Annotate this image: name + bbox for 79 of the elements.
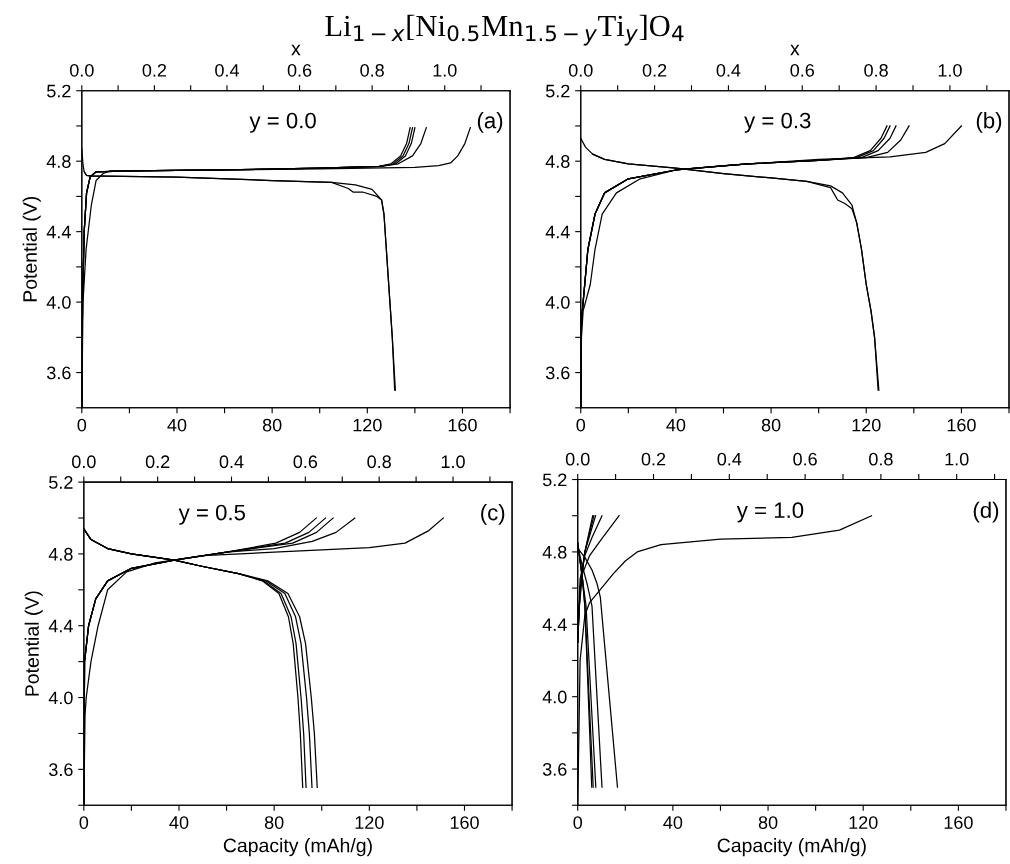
x2-tick-label: 0.2 bbox=[642, 63, 667, 77]
y-tick-label: 5.2 bbox=[47, 84, 71, 98]
x-tick-label: 80 bbox=[761, 418, 781, 432]
annotation: (c) bbox=[481, 504, 505, 525]
y-tick-label: 4.0 bbox=[542, 690, 567, 704]
x-tick-label: 160 bbox=[448, 418, 477, 432]
x-tick-label: 160 bbox=[944, 816, 973, 829]
chart-title: Li$_{1−x}$[Ni$_{0.5}$Mn$_{1.5−y}$Ti$_{y}$]O$_{4}$ bbox=[325, 14, 684, 46]
y-tick-label: 4.4 bbox=[46, 225, 71, 239]
x2-tick-label: 0.6 bbox=[793, 452, 817, 466]
x2-tick-label: 0.0 bbox=[69, 63, 94, 77]
x-tick-label: 160 bbox=[947, 418, 976, 432]
x-tick-label: 40 bbox=[167, 418, 187, 432]
x-tick-label: 80 bbox=[758, 816, 778, 829]
y-tick-label: 3.6 bbox=[542, 762, 567, 776]
y-axis-title: Potential (V) bbox=[22, 196, 41, 302]
y-tick-label: 4.8 bbox=[46, 155, 71, 168]
x2-tick-label: 0.4 bbox=[219, 455, 244, 469]
x-tick-label: 120 bbox=[852, 418, 881, 432]
y-tick-label: 4.8 bbox=[542, 545, 567, 559]
x-tick-label: 80 bbox=[262, 418, 282, 432]
x2-tick-label: 0.8 bbox=[864, 63, 888, 77]
y-tick-label: 4.0 bbox=[46, 296, 71, 309]
x-tick-label: 0 bbox=[573, 816, 583, 829]
x-tick-label: 120 bbox=[353, 418, 382, 432]
x-tick-label: 0 bbox=[576, 418, 586, 432]
x2-tick-label: 0.4 bbox=[215, 63, 239, 77]
x-tick-label: 0 bbox=[79, 816, 89, 829]
y-axis-title: Potential (V) bbox=[24, 591, 43, 696]
x2-tick-label: 0.6 bbox=[790, 63, 815, 77]
y-tick-label: 4.0 bbox=[48, 691, 73, 705]
y-tick-label: 4.8 bbox=[48, 547, 73, 561]
x-axis-title: Capacity (mAh/g) bbox=[717, 838, 866, 857]
x2-tick-label: 0.0 bbox=[568, 63, 593, 77]
y-tick-label: 4.0 bbox=[545, 296, 570, 309]
x2-tick-label: 0.0 bbox=[565, 452, 590, 466]
y-tick-label: 3.6 bbox=[49, 763, 73, 777]
x2-tick-label: 0.2 bbox=[641, 452, 666, 466]
x-axis-title: Capacity (mAh/g) bbox=[223, 838, 372, 857]
x2-axis-title: x bbox=[291, 44, 301, 56]
annotation: (d) bbox=[973, 501, 999, 523]
y-tick-label: 5.2 bbox=[49, 476, 73, 489]
x-tick-label: 120 bbox=[355, 816, 384, 829]
y-tick-label: 5.2 bbox=[542, 473, 567, 487]
annotation: (b) bbox=[976, 112, 1002, 133]
x2-tick-label: 0.4 bbox=[717, 452, 742, 466]
annotation: y = 0.3 bbox=[744, 112, 811, 133]
x2-axis-title: x bbox=[790, 44, 800, 56]
x2-tick-label: 0.6 bbox=[287, 63, 312, 77]
x2-tick-label: 1.0 bbox=[938, 63, 962, 77]
y-tick-label: 4.8 bbox=[545, 155, 570, 168]
annotation: y = 1.0 bbox=[736, 502, 804, 523]
annotation: y = 0.5 bbox=[178, 504, 246, 525]
x-tick-label: 40 bbox=[169, 816, 189, 829]
x-tick-label: 0 bbox=[77, 418, 87, 432]
y-tick-label: 3.6 bbox=[46, 366, 71, 380]
x2-tick-label: 0.2 bbox=[142, 63, 167, 77]
x2-tick-label: 1.0 bbox=[441, 455, 465, 469]
x2-tick-label: 0.4 bbox=[716, 63, 741, 77]
x2-tick-label: 0.8 bbox=[367, 455, 391, 469]
x-tick-label: 80 bbox=[264, 816, 284, 829]
y-tick-label: 4.4 bbox=[542, 618, 567, 631]
x-tick-label: 160 bbox=[450, 816, 479, 829]
y-tick-label: 4.4 bbox=[48, 619, 73, 633]
x-tick-label: 40 bbox=[666, 418, 686, 432]
y-tick-label: 4.4 bbox=[545, 225, 570, 239]
x2-tick-label: 0.8 bbox=[360, 63, 384, 77]
x2-tick-label: 1.0 bbox=[433, 63, 457, 77]
x2-tick-label: 0.2 bbox=[145, 455, 170, 469]
x-tick-label: 120 bbox=[849, 816, 878, 829]
y-tick-label: 3.6 bbox=[545, 366, 570, 380]
annotation: (a) bbox=[477, 112, 503, 133]
y-tick-label: 5.2 bbox=[545, 84, 570, 98]
annotation: y = 0.0 bbox=[249, 112, 316, 133]
x2-tick-label: 1.0 bbox=[945, 452, 969, 466]
x-tick-label: 40 bbox=[663, 816, 683, 829]
x2-tick-label: 0.8 bbox=[869, 452, 893, 466]
x2-tick-label: 0.6 bbox=[293, 455, 318, 469]
x2-tick-label: 0.0 bbox=[71, 455, 96, 469]
